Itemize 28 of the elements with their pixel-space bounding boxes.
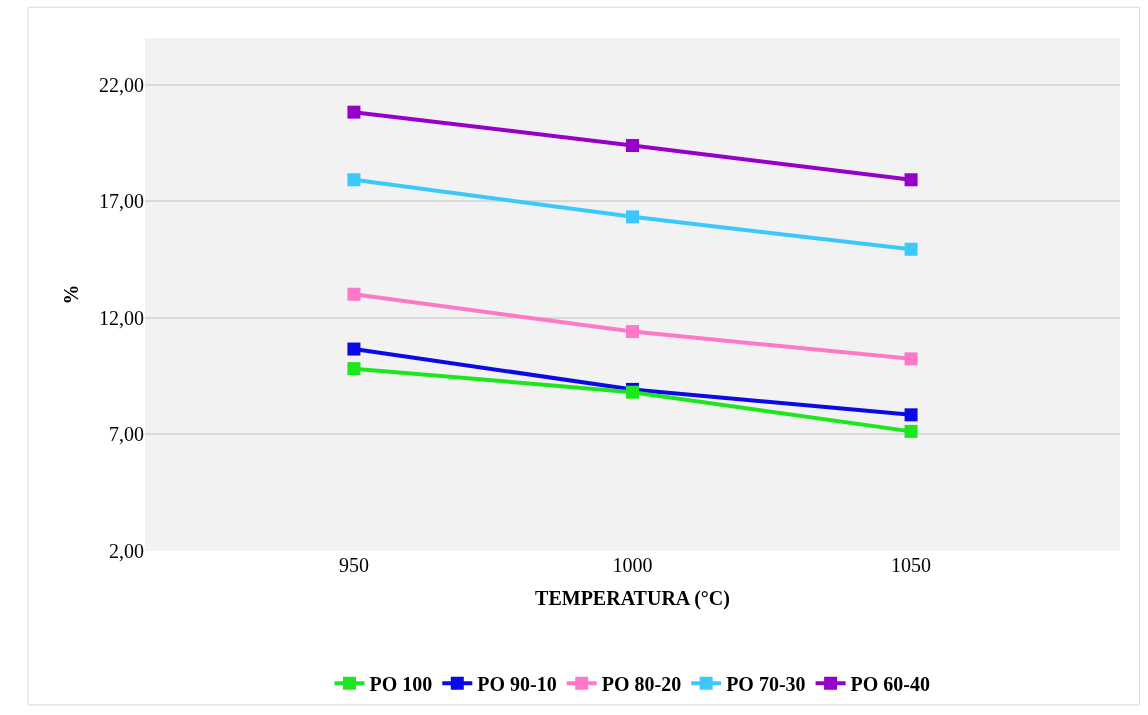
point bbox=[904, 424, 918, 438]
point bbox=[626, 325, 639, 339]
y-axis-title: % bbox=[59, 284, 82, 305]
y-tick-label: 7,00 bbox=[109, 423, 144, 446]
legend-label: PO 70-30 bbox=[726, 673, 806, 696]
x-tick-label: 1050 bbox=[891, 554, 932, 576]
point bbox=[904, 352, 918, 366]
legend-label: PO 80-20 bbox=[601, 673, 682, 696]
point bbox=[347, 105, 361, 119]
legend-label: PO 90-10 bbox=[477, 673, 557, 696]
point bbox=[626, 210, 639, 224]
point bbox=[347, 287, 361, 301]
x-tick-label: 1000 bbox=[612, 554, 653, 576]
point bbox=[904, 242, 918, 256]
x-tick-label: 950 bbox=[338, 554, 369, 576]
legend-label: PO 100 bbox=[369, 673, 433, 696]
point bbox=[347, 173, 361, 187]
y-tick-label: 2,00 bbox=[109, 540, 144, 562]
point bbox=[626, 139, 639, 152]
point bbox=[904, 408, 918, 422]
y-tick-label: 17,00 bbox=[99, 190, 144, 213]
point bbox=[347, 362, 361, 376]
point bbox=[347, 342, 361, 356]
x-axis-title: TEMPERATURA (°C) bbox=[535, 586, 730, 610]
point bbox=[904, 173, 918, 187]
y-tick-label: 12,00 bbox=[99, 306, 144, 329]
legend-label: PO 60-40 bbox=[850, 673, 931, 696]
y-tick-label: 22,00 bbox=[99, 73, 144, 96]
